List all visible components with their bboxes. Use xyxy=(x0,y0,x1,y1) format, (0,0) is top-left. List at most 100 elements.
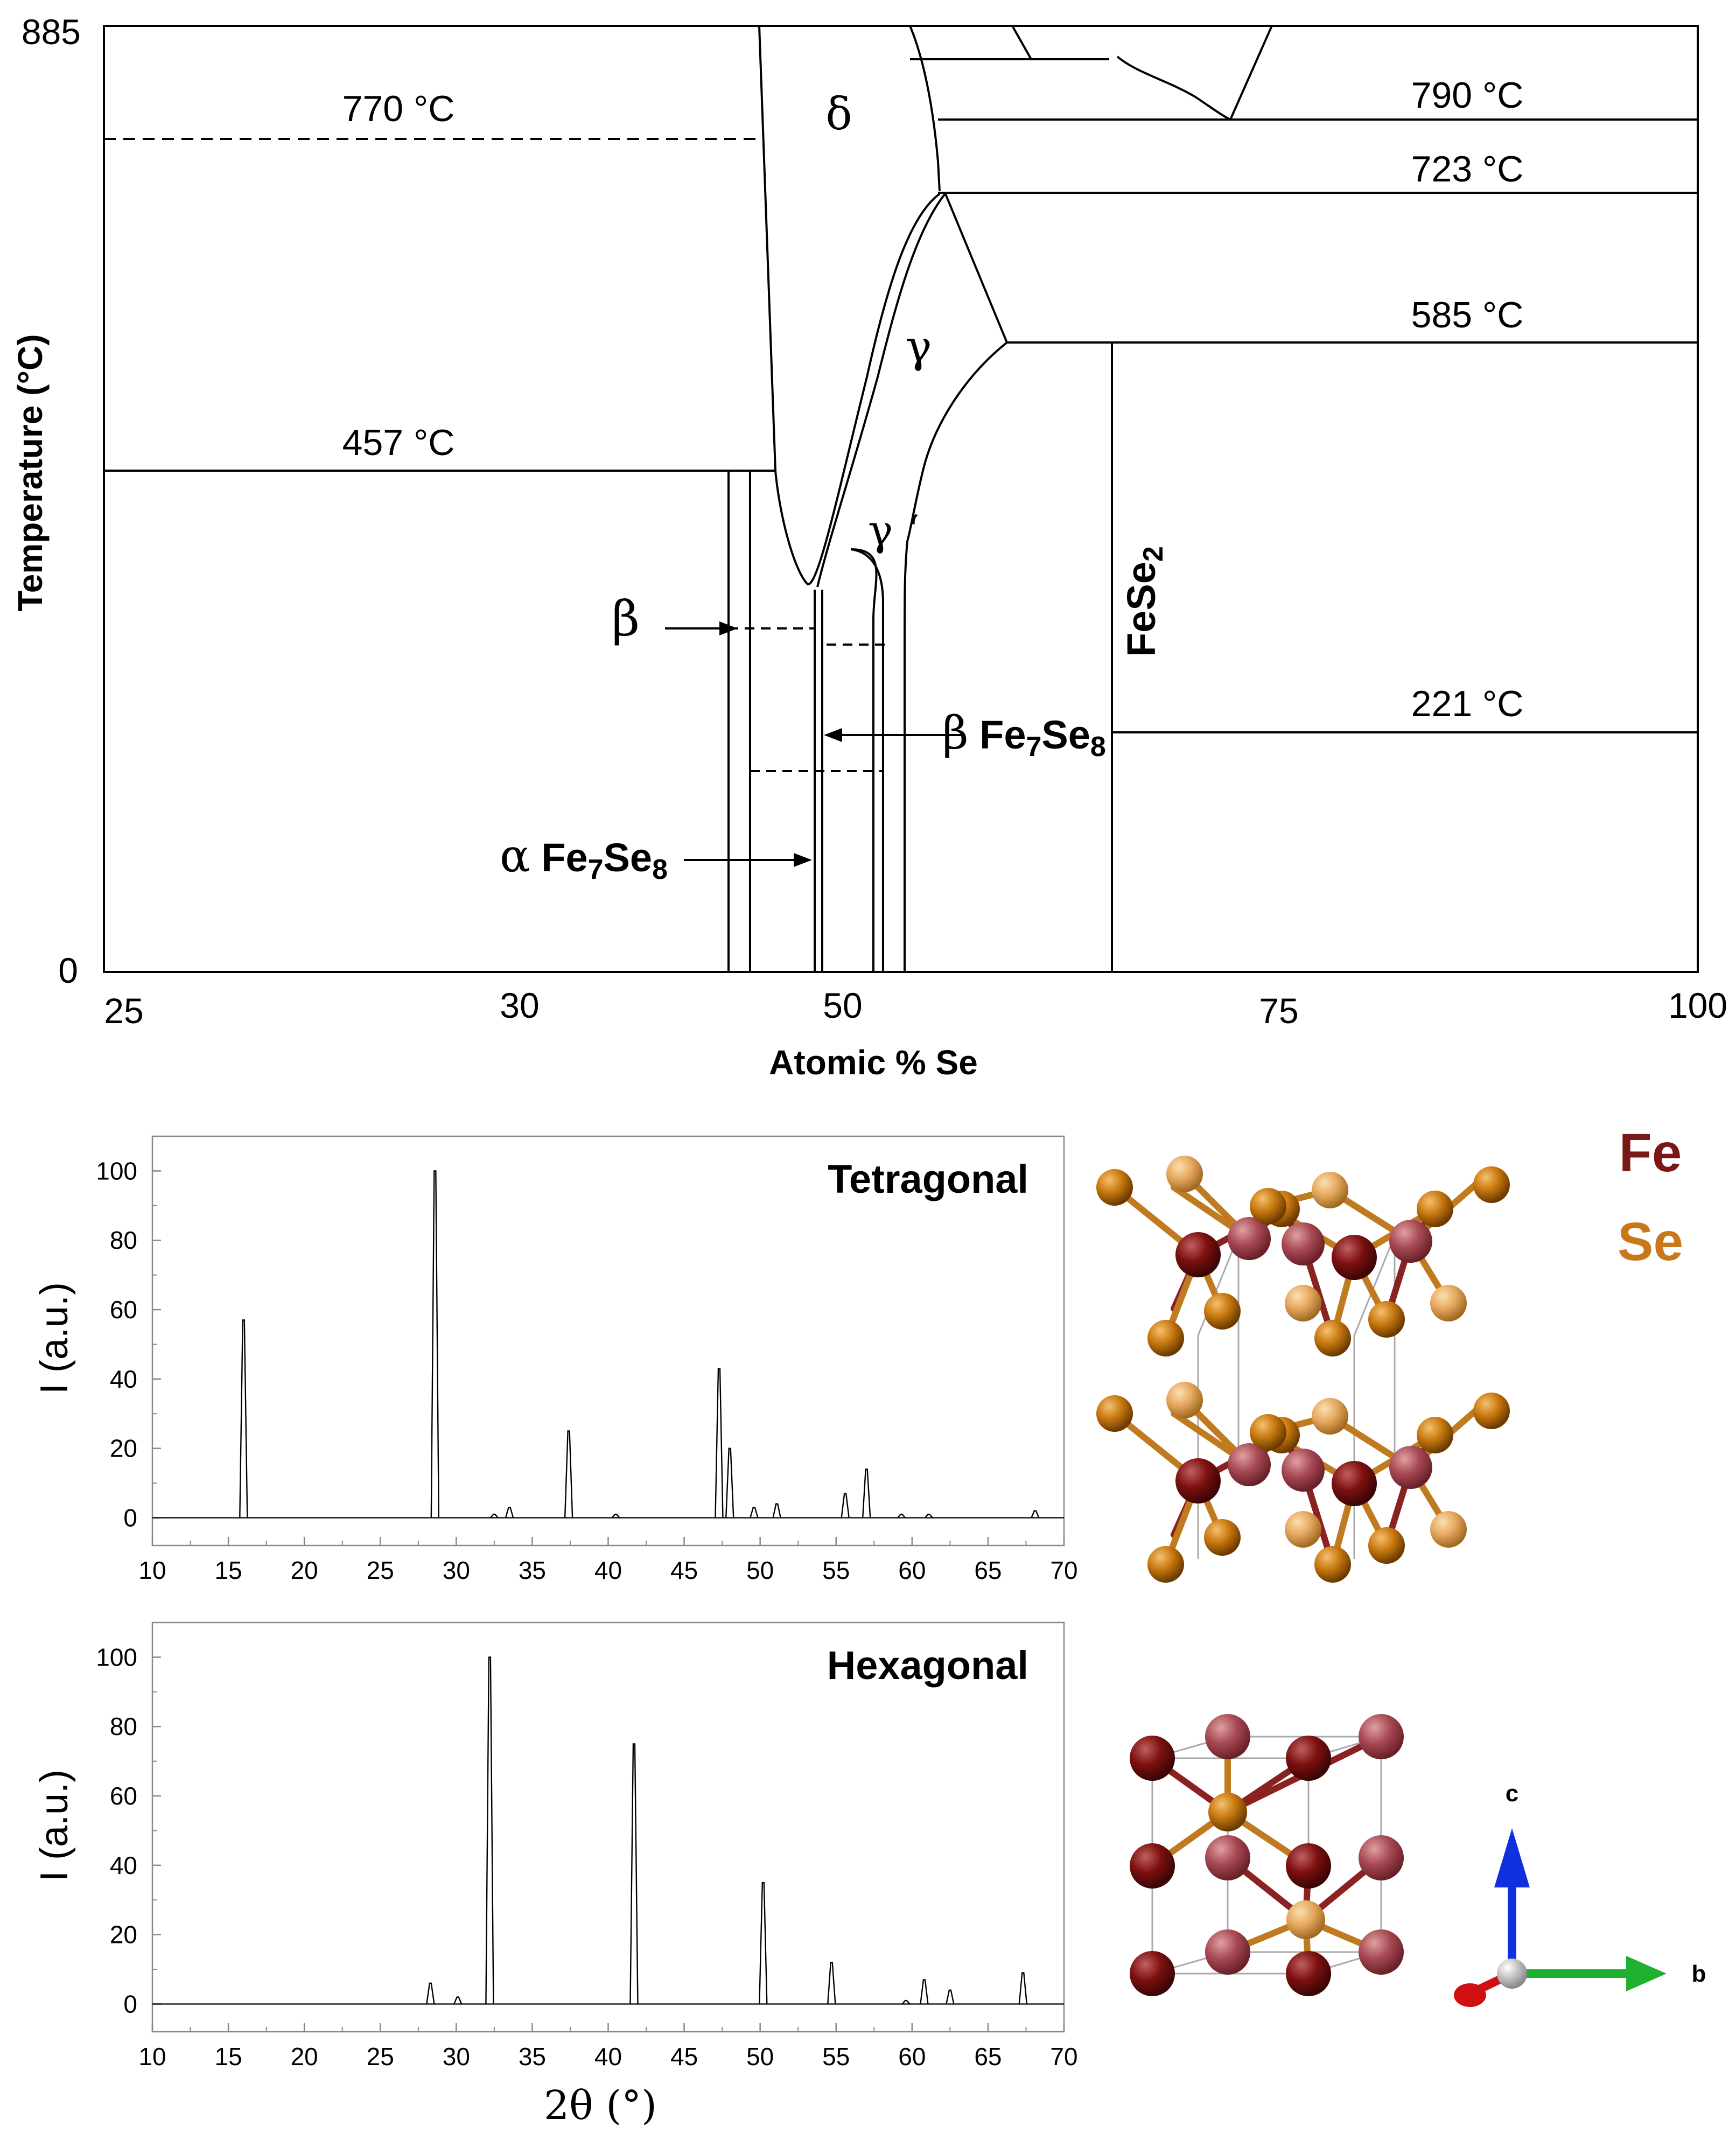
xrd-peak xyxy=(430,1170,440,1518)
isotherm-label-723: 723 °C xyxy=(1411,149,1524,190)
xrd-peak xyxy=(924,1513,933,1519)
xrd-hexagonal-title: Hexagonal xyxy=(827,1643,1028,1688)
xrd-peak xyxy=(611,1513,620,1519)
xrd-tetragonal-x-ticks: 10 15 20 25 30 35 40 45 50 55 60 65 70 xyxy=(138,1537,1078,1584)
phase-label-delta: δ xyxy=(825,89,852,140)
tetragonal-structure-illustration xyxy=(1096,1156,1510,1583)
gamma-left-boundary xyxy=(774,193,941,585)
xrd-hexagonal-x-label: 2θ (°) xyxy=(544,2082,657,2129)
liquidus-steep-right xyxy=(1229,25,1273,120)
x-tick-label: 20 xyxy=(291,2043,318,2071)
xrd-peak xyxy=(946,1989,955,2004)
axes-triad-icon: c b xyxy=(1454,1780,1706,2007)
isotherm-label-770: 770 °C xyxy=(342,88,455,129)
x-tick-label: 65 xyxy=(974,2043,1002,2071)
phase-plot-frame xyxy=(103,25,1699,973)
y-tick-label: 100 xyxy=(96,1643,137,1671)
delta-right-boundary xyxy=(909,25,941,192)
phase-x-axis-label: Atomic % Se xyxy=(769,1043,978,1082)
x-tick-30: 30 xyxy=(500,985,539,1025)
xrd-peak xyxy=(564,1430,573,1518)
x-tick-25: 25 xyxy=(104,991,143,1031)
delta-left-boundary xyxy=(758,25,776,471)
xrd-tetragonal-y-ticks: 0 20 40 60 80 100 xyxy=(96,1157,161,1531)
y-tick-label: 100 xyxy=(96,1157,137,1185)
x-tick-label: 45 xyxy=(670,2043,698,2071)
xrd-peak xyxy=(759,1882,768,2004)
phase-label-gamma-prime: γ ‘ xyxy=(868,507,920,555)
xrd-peak xyxy=(453,1996,463,2004)
x-tick-label: 60 xyxy=(898,2043,926,2071)
y-tick-label: 0 xyxy=(123,1990,137,2018)
y-tick-label: 0 xyxy=(123,1503,137,1531)
x-tick-label: 65 xyxy=(974,1556,1002,1584)
x-tick-100: 100 xyxy=(1668,985,1727,1025)
x-tick-label: 55 xyxy=(822,2043,850,2071)
gamma-right-lower xyxy=(906,341,1008,542)
isotherm-label-221: 221 °C xyxy=(1411,683,1524,724)
xrd-peak xyxy=(901,1999,911,2005)
phase-label-gamma: γ xyxy=(905,321,932,373)
y-tick-0: 0 xyxy=(58,950,78,990)
x-tick-label: 35 xyxy=(519,1556,546,1584)
x-tick-label: 10 xyxy=(138,2043,166,2071)
x-tick-50: 50 xyxy=(823,985,862,1025)
legend-fe: Fe xyxy=(1619,1123,1682,1183)
gamma-prime-right xyxy=(850,548,884,972)
gamma-right-upper xyxy=(944,192,1008,343)
alpha-fe7se8-arrowhead xyxy=(794,853,812,867)
x-tick-label: 50 xyxy=(746,1556,774,1584)
xrd-peak xyxy=(920,1979,929,2004)
x-tick-label: 70 xyxy=(1050,1556,1077,1584)
xrd-peak xyxy=(750,1506,759,1518)
y-tick-label: 40 xyxy=(110,1851,137,1879)
x-tick-label: 40 xyxy=(594,2043,622,2071)
x-tick-label: 60 xyxy=(898,1556,926,1584)
x-tick-label: 30 xyxy=(443,1556,470,1584)
x-tick-75: 75 xyxy=(1259,991,1298,1031)
xrd-tetragonal-peaks xyxy=(239,1170,1040,1519)
xrd-peak xyxy=(1031,1510,1040,1518)
xrd-hexagonal-y-ticks: 0 20 40 60 80 100 xyxy=(96,1643,161,2018)
y-tick-label: 80 xyxy=(110,1226,137,1254)
phase-label-alpha-fe7se8: α Fe7Se8 xyxy=(500,829,668,885)
xrd-peak xyxy=(485,1656,494,2004)
xrd-peak xyxy=(725,1447,734,1518)
xrd-peak xyxy=(629,1743,639,2004)
xrd-hexagonal-y-label: I (a.u.) xyxy=(33,1770,76,1882)
xrd-peak xyxy=(426,1982,435,2004)
y-tick-label: 20 xyxy=(110,1921,137,1949)
xrd-peak xyxy=(239,1319,248,1518)
gamma-inner-boundary xyxy=(816,193,946,588)
x-tick-label: 55 xyxy=(822,1556,850,1584)
y-tick-label: 60 xyxy=(110,1782,137,1810)
x-tick-label: 70 xyxy=(1050,2043,1077,2071)
xrd-peak xyxy=(841,1493,850,1518)
y-tick-label: 20 xyxy=(110,1435,137,1463)
gamma-prime-left xyxy=(850,548,878,972)
y-tick-885: 885 xyxy=(22,12,81,52)
y-tick-label: 60 xyxy=(110,1296,137,1324)
beta-arrowhead xyxy=(719,621,738,635)
x-tick-label: 15 xyxy=(214,2043,242,2071)
phase-label-beta-fe7se8: β Fe7Se8 xyxy=(942,707,1106,763)
xrd-peak xyxy=(505,1506,514,1518)
y-tick-label: 40 xyxy=(110,1365,137,1393)
gamma-prime-boundary xyxy=(904,541,908,972)
phase-label-fese2: FeSe2 xyxy=(1119,546,1169,657)
xrd-peak xyxy=(772,1503,781,1518)
axis-b-label: b xyxy=(1692,1961,1706,1987)
x-tick-label: 15 xyxy=(214,1556,242,1584)
phase-y-axis-label: Temperature (°C) xyxy=(11,334,50,611)
xrd-peak xyxy=(897,1513,906,1519)
isotherm-label-585: 585 °C xyxy=(1411,295,1524,335)
x-tick-label: 40 xyxy=(594,1556,622,1584)
beta-fe7se8-arrowhead xyxy=(824,728,842,742)
xrd-peak xyxy=(715,1368,724,1518)
x-tick-label: 45 xyxy=(670,1556,698,1584)
phase-label-beta: β xyxy=(612,591,640,647)
axis-c-label: c xyxy=(1506,1780,1518,1807)
